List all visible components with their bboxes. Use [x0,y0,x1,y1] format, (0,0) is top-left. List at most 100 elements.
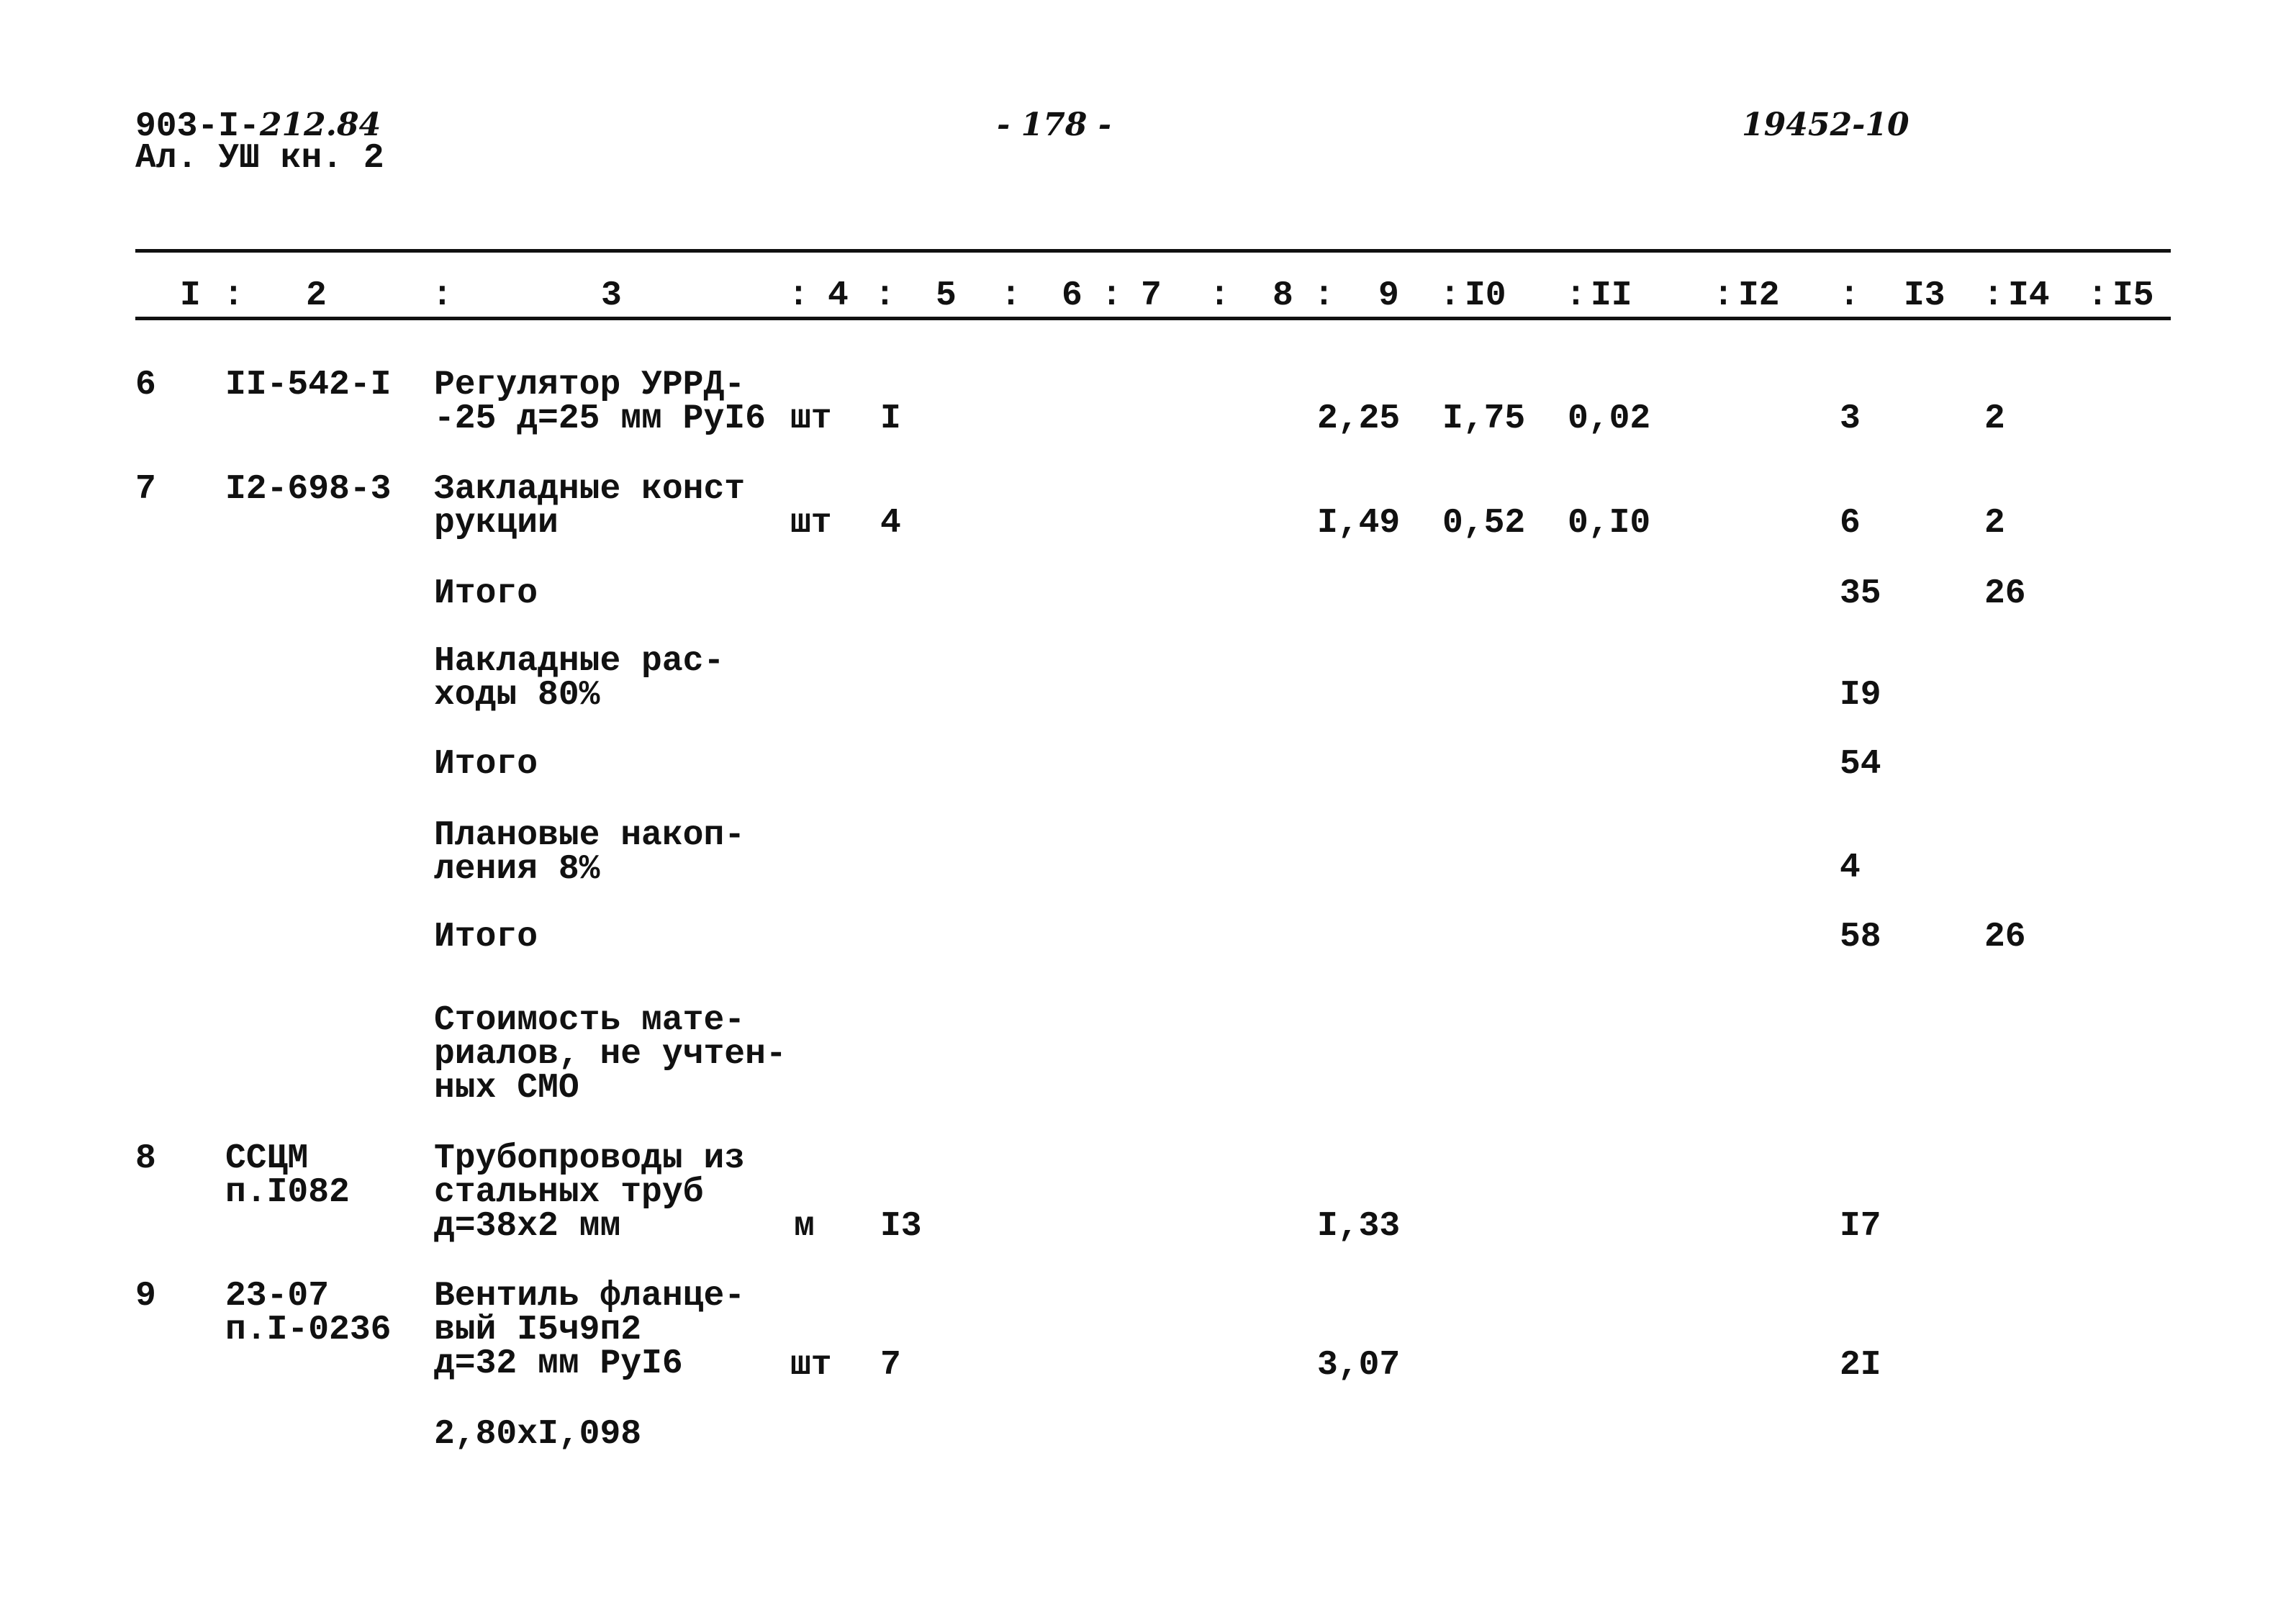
column-separator: : [1209,276,1230,315]
description-line: д=38х2 мм [434,1207,621,1246]
row-code: II-542-I [225,366,392,404]
column-header: 7 [1141,276,1162,315]
row-description: Стоимость мате-риалов, не учтен-ных СМО [434,1001,787,1108]
row-description: Итого [434,918,538,956]
column-separator: : [432,276,453,315]
description-line: ходы 80% [434,676,600,715]
album-label: Ал. УШ кн. 2 [135,139,384,178]
column-header: 6 [1062,276,1083,315]
description-line: рукции [434,504,559,543]
row-col14: 26 [1984,918,2026,956]
description-line: ления 8% [434,850,600,889]
description-line: Регулятор УРРД- [434,366,746,404]
row-col10: I,75 [1442,399,1526,438]
column-separator: : [874,276,895,315]
column-separator: : [223,276,244,315]
row-col14: 2 [1984,399,2005,438]
column-header: 3 [601,276,622,315]
row-description: Регулятор УРРД- -25 д=25 мм РуI6 [434,368,766,436]
column-header: 5 [936,276,957,315]
row-number: 7 [135,470,156,509]
row-description: Итого [434,574,538,613]
code-line: п.I-0236 [225,1311,392,1349]
document-code-typed: 903-I- [135,107,260,146]
row-col13: 35 [1840,574,1881,613]
page-number: - 178 - [997,107,1112,143]
row-description: Накладные рас-ходы 80% [434,644,724,715]
column-separator: : [1101,276,1122,315]
column-header: I2 [1738,276,1780,315]
table-header-rule [135,317,2171,320]
column-header: I3 [1904,276,1945,315]
column-header: I [180,276,201,315]
row-col14: 2 [1984,504,2005,543]
column-header: I0 [1465,276,1506,315]
row-col13: 54 [1840,745,1881,784]
row-quantity: 4 [880,504,901,543]
inventory-number: 19452-10 [1742,107,1909,143]
row-description: Итого [434,745,538,784]
row-col9: I,49 [1317,504,1401,543]
document-code: 903-I-212.84 [135,108,381,144]
price-formula: 2,80хI,098 [434,1415,642,1454]
description-line: Закладные конст [434,470,746,509]
row-description: Закладные конст рукции [434,470,746,543]
code-line: 23-07 [225,1277,330,1316]
row-col13: 4 [1840,849,1861,887]
description-line: вый I5ч9п2 [434,1311,642,1349]
row-unit: шт [790,504,832,543]
column-separator: : [1314,276,1334,315]
row-description: Трубопроводы из стальных труб д=38х2 мм [434,1139,746,1246]
row-unit: шт [790,399,832,438]
row-col9: 3,07 [1317,1346,1401,1385]
row-col13: 3 [1840,399,1861,438]
row-col11: 0,I0 [1568,504,1651,543]
row-col13: I9 [1840,676,1881,715]
row-number: 9 [135,1277,156,1316]
row-col13: I7 [1840,1207,1881,1246]
description-line: д=32 мм РуI6 [434,1344,683,1383]
description-line: риалов, не учтен- [434,1035,787,1074]
row-description: Плановые накоп-ления 8% [434,816,746,889]
column-header: 4 [828,276,849,315]
row-col11: 0,02 [1568,399,1651,438]
row-col13: 58 [1840,918,1881,956]
description-line: ных СМО [434,1069,579,1108]
description-line: Плановые накоп- [434,816,746,855]
description-line: Трубопроводы из [434,1139,746,1178]
row-quantity: I3 [880,1207,922,1246]
column-header: 2 [306,276,327,315]
column-separator: : [788,276,809,315]
row-col13: 6 [1840,504,1861,543]
description-line: -25 д=25 мм РуI6 [434,399,766,438]
row-col14: 26 [1984,574,2026,613]
column-separator: : [1839,276,1860,315]
row-code: ССЦМ п.I082 [225,1139,350,1210]
description-line: Вентиль фланце- [434,1277,746,1316]
row-description: Вентиль фланце-вый I5ч9п2 д=32 мм РуI6 [434,1277,746,1383]
row-quantity: I [880,399,901,438]
row-code: 23-07 п.I-0236 [225,1277,392,1349]
description-line: Стоимость мате- [434,1001,746,1040]
row-col13: 2I [1840,1346,1881,1385]
column-separator: : [1565,276,1586,315]
column-header: 9 [1378,276,1399,315]
document-code-handwritten: 212.84 [259,107,381,143]
column-separator: : [2087,276,2108,315]
row-code: I2-698-3 [225,470,392,509]
column-header: I5 [2112,276,2154,315]
row-col9: 2,25 [1317,399,1401,438]
column-header: I4 [2008,276,2050,315]
row-number: 8 [135,1139,156,1178]
code-line: ССЦМ [225,1139,309,1178]
row-number: 6 [135,366,156,404]
description-line: стальных труб [434,1173,704,1212]
row-unit: шт [790,1346,832,1385]
row-quantity: 7 [880,1346,901,1385]
row-col10: 0,52 [1442,504,1526,543]
column-separator: : [1439,276,1460,315]
column-separator: : [1713,276,1734,315]
column-header: II [1591,276,1632,315]
table-top-rule [135,249,2171,253]
row-unit: м [794,1207,815,1246]
